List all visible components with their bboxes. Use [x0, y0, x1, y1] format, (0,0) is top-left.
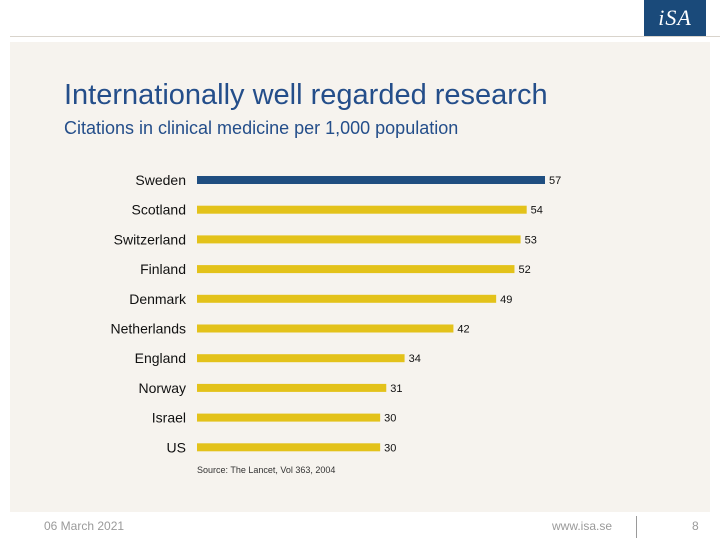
- footer-divider: [636, 516, 637, 538]
- slide-subtitle: Citations in clinical medicine per 1,000…: [64, 118, 459, 138]
- category-label: US: [167, 439, 186, 455]
- category-label: Scotland: [132, 202, 186, 218]
- page-number: 8: [692, 519, 699, 533]
- bar: [197, 235, 521, 244]
- category-label: Israel: [152, 410, 186, 426]
- bar: [197, 265, 515, 274]
- footer-date: 06 March 2021: [44, 519, 125, 533]
- bar: [197, 354, 405, 363]
- content-panel: [10, 42, 710, 512]
- data-label: 30: [384, 442, 396, 454]
- category-label: Norway: [139, 380, 186, 396]
- category-label: England: [135, 350, 186, 366]
- bar: [197, 324, 454, 333]
- category-label: Switzerland: [114, 231, 186, 247]
- data-label: 31: [390, 383, 402, 395]
- data-label: 42: [457, 324, 469, 336]
- data-label: 34: [409, 353, 421, 365]
- category-label: Netherlands: [111, 321, 187, 337]
- footer-url[interactable]: www.isa.se: [552, 519, 613, 533]
- slide-title: Internationally well regarded research: [64, 79, 548, 111]
- top-divider: [10, 36, 720, 37]
- category-label: Denmark: [129, 291, 187, 307]
- data-label: 30: [384, 413, 396, 425]
- category-label: Sweden: [135, 172, 186, 188]
- bar: [197, 294, 497, 303]
- data-label: 57: [549, 175, 561, 187]
- bar: [197, 383, 387, 392]
- data-label: 54: [531, 205, 543, 217]
- data-label: 49: [500, 294, 512, 306]
- isa-logo: iSA: [644, 0, 706, 36]
- source-note: Source: The Lancet, Vol 363, 2004: [197, 465, 336, 475]
- bar: [197, 443, 381, 452]
- bar: [197, 413, 381, 422]
- logo-text: iSA: [658, 5, 692, 30]
- data-label: 53: [525, 234, 537, 246]
- bar: [197, 205, 527, 214]
- category-label: Finland: [140, 261, 186, 277]
- data-label: 52: [518, 264, 530, 276]
- bar: [197, 176, 545, 184]
